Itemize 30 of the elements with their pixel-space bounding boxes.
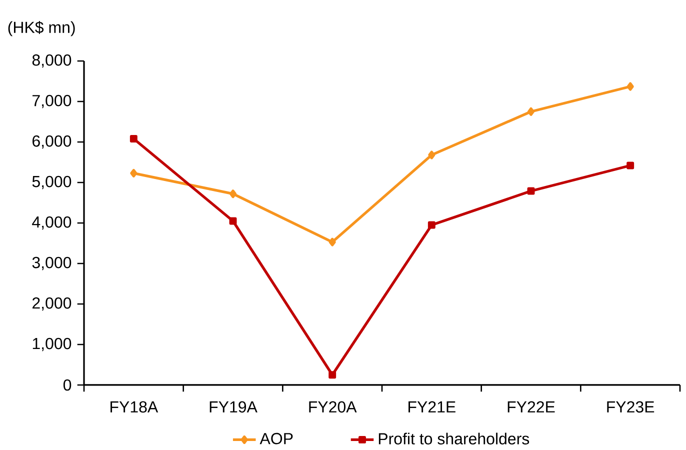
point <box>527 107 535 116</box>
x-tick-label: FY18A <box>110 401 158 413</box>
legend-label: Profit to shareholders <box>378 432 530 444</box>
x-tick-label: FY21E <box>408 401 456 412</box>
y-axis-title: (HK$ mn) <box>8 21 75 36</box>
x-tick-label: FY19A <box>210 401 258 413</box>
y-tick-label: 1,000 <box>32 338 72 352</box>
y-tick-label: 0 <box>63 379 72 391</box>
point <box>229 217 237 225</box>
point <box>328 238 336 246</box>
y-tick-label: 4,000 <box>32 216 72 230</box>
point <box>130 135 138 142</box>
x-tick-label: FY20A <box>309 401 357 413</box>
x-tick-label: FY22E <box>508 401 555 412</box>
y-tick-label: 7,000 <box>32 94 72 108</box>
point <box>626 82 634 91</box>
legend-label: AOP <box>260 432 293 444</box>
y-tick-label: 6,000 <box>32 135 72 149</box>
point <box>130 168 138 178</box>
point <box>428 221 436 229</box>
y-tick-label: 3,000 <box>32 256 72 270</box>
point <box>229 190 237 198</box>
y-tick-label: 2,000 <box>32 297 72 311</box>
y-tick-label: 8,000 <box>32 54 72 68</box>
point <box>428 150 436 160</box>
y-tick-label: 5,000 <box>32 176 72 190</box>
point <box>527 187 535 195</box>
point <box>328 371 336 379</box>
x-tick-label: FY23E <box>607 401 654 413</box>
point <box>626 162 634 170</box>
